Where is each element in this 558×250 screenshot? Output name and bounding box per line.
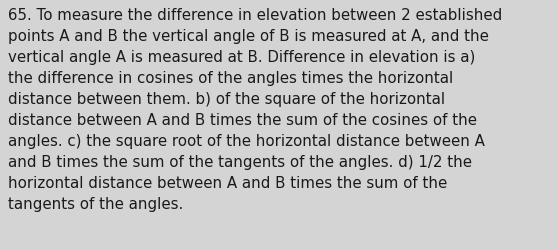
Text: 65. To measure the difference in elevation between 2 established
points A and B : 65. To measure the difference in elevati… [8,8,503,211]
